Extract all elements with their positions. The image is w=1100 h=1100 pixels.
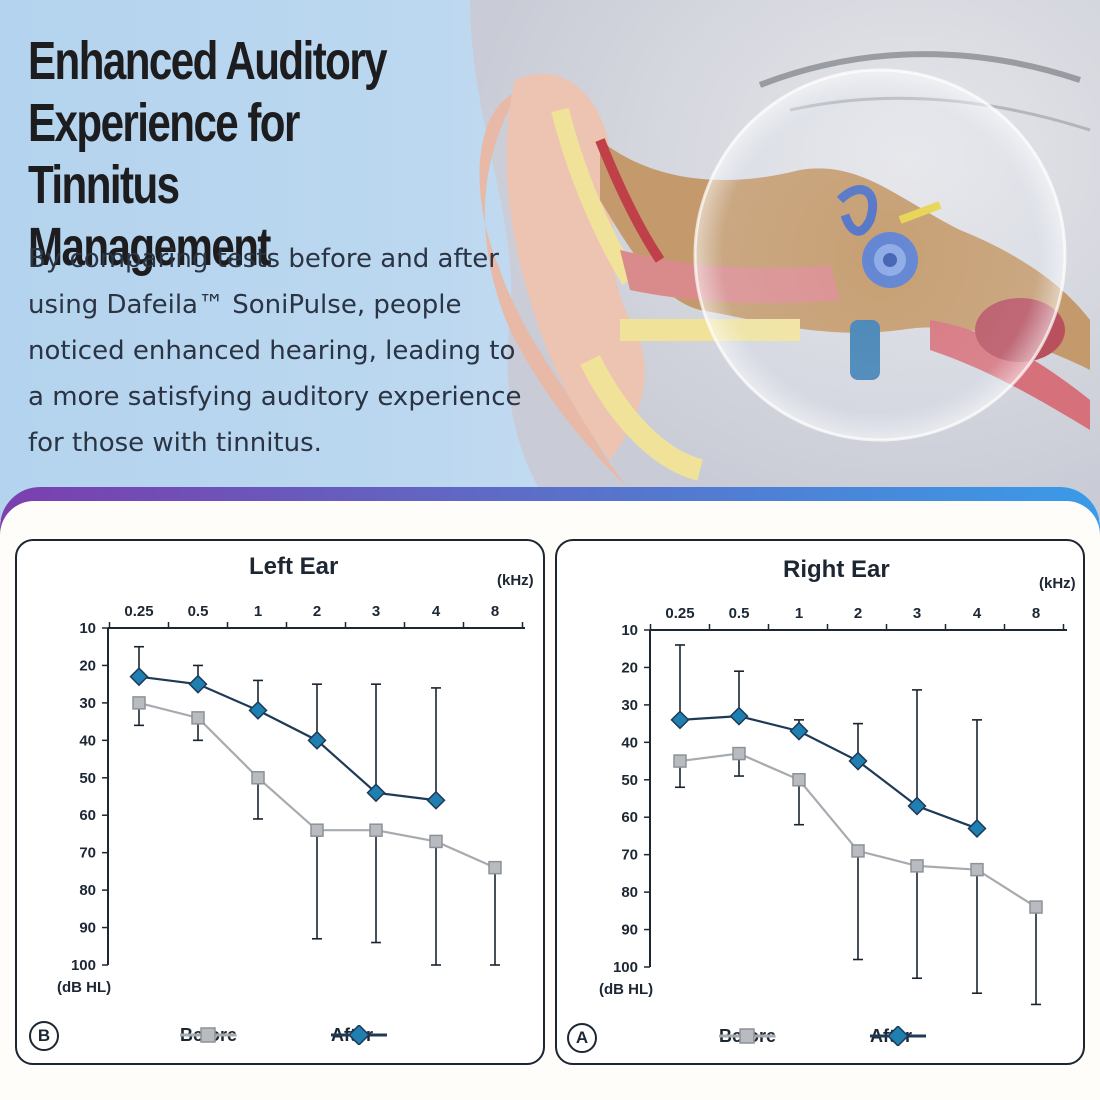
- x-tick-label: 3: [372, 603, 380, 620]
- right-ear-plot: 0.25 0.5 1 2 3 4 8 10 20 30 40 50 60 70 80 90 100: [613, 605, 1067, 1006]
- legend-after-marker: [331, 1025, 387, 1045]
- x-tick-label: 0.25: [124, 603, 153, 620]
- y-tick-label: 80: [79, 882, 96, 899]
- y-tick-label: 20: [79, 657, 96, 674]
- after-point: [729, 706, 749, 726]
- before-point: [429, 834, 443, 849]
- legend-before: Before: [180, 1025, 237, 1046]
- after-point: [129, 667, 149, 687]
- after-point: [967, 818, 987, 839]
- right-ear-y-unit: (dB HL): [599, 981, 654, 998]
- y-tick-label: 100: [613, 959, 638, 976]
- after-point: [366, 783, 386, 803]
- y-tick-label: 50: [79, 770, 96, 787]
- left-ear-chart-frame: [15, 539, 545, 1065]
- before-point: [191, 711, 205, 725]
- after-point: [426, 790, 446, 810]
- y-tick-label: 50: [621, 772, 638, 789]
- before-point: [369, 823, 383, 837]
- after-point: [307, 730, 327, 750]
- hero-headline: Enhanced Auditory Experience for Tinnitu…: [28, 31, 388, 277]
- left-ear-chart: Left Ear (kHz) (dB HL) 0.25 0.5 1 2 3 4 8 10 20 3…: [15, 539, 545, 1065]
- y-tick-label: 10: [79, 620, 96, 637]
- after-point: [188, 674, 208, 694]
- y-tick-label: 40: [621, 734, 638, 751]
- hero-banner: Enhanced Auditory Experience for Tinnitu…: [0, 0, 1100, 520]
- y-tick-label: 60: [621, 809, 638, 826]
- legend-before-marker: [180, 1027, 236, 1043]
- after-point: [789, 721, 809, 741]
- legend-before: Before: [719, 1026, 776, 1047]
- right-ear-chart-title: Right Ear: [783, 556, 890, 583]
- before-point: [488, 860, 502, 875]
- after-point: [907, 796, 927, 816]
- before-point: [1029, 900, 1043, 914]
- x-tick-label: 2: [854, 605, 862, 622]
- x-tick-label: 1: [254, 603, 262, 620]
- before-point: [851, 844, 865, 858]
- y-tick-label: 70: [79, 845, 96, 862]
- y-tick-label: 30: [79, 695, 96, 712]
- left-ear-y-unit: (dB HL): [57, 979, 112, 996]
- y-tick-label: 60: [79, 807, 96, 824]
- x-tick-label: 8: [1032, 605, 1040, 622]
- x-tick-label: 2: [313, 603, 321, 620]
- right-ear-x-unit: (kHz): [1039, 575, 1076, 592]
- y-tick-label: 40: [79, 732, 96, 749]
- y-tick-label: 20: [621, 659, 638, 676]
- left-ear-x-unit: (kHz): [497, 572, 534, 589]
- before-point: [132, 696, 146, 710]
- left-ear-chart-title: Left Ear: [249, 553, 339, 580]
- y-tick-label: 90: [621, 922, 638, 939]
- hero-description: By comparing tests before and after usin…: [28, 244, 522, 458]
- legend-after: After: [870, 1026, 926, 1047]
- right-ear-chart-frame: [555, 539, 1085, 1065]
- before-point: [910, 859, 924, 873]
- ear-anatomy-illustration: [470, 0, 1100, 520]
- y-tick-label: 70: [621, 847, 638, 864]
- after-series-line: [138, 675, 437, 802]
- left-ear-plot: 0.25 0.5 1 2 3 4 8 10 20 30 40 50 60 70 80 90 100: [71, 603, 525, 974]
- before-point: [970, 862, 984, 877]
- x-tick-label: 8: [491, 603, 499, 620]
- x-tick-label: 3: [913, 605, 921, 622]
- x-tick-label: 4: [432, 603, 441, 620]
- x-tick-label: 0.25: [665, 605, 694, 622]
- legend-after-marker: [870, 1026, 926, 1046]
- before-point: [251, 771, 265, 785]
- y-tick-label: 30: [621, 697, 638, 714]
- x-tick-label: 1: [795, 605, 803, 622]
- right-ear-chart: Right Ear (kHz) (dB HL) 0.25 0.5 1 2 3 4 8 10 20…: [555, 539, 1085, 1065]
- y-tick-label: 90: [79, 920, 96, 937]
- after-series-line: [679, 715, 978, 830]
- after-point: [248, 700, 268, 720]
- before-point: [310, 823, 324, 837]
- legend-before-marker: [719, 1028, 775, 1044]
- y-tick-label: 10: [621, 622, 638, 639]
- y-tick-label: 80: [621, 884, 638, 901]
- before-point: [732, 746, 746, 761]
- before-point: [792, 773, 806, 787]
- y-tick-label: 100: [71, 957, 96, 974]
- legend-after: After: [331, 1025, 387, 1046]
- x-tick-label: 0.5: [729, 605, 750, 622]
- after-point: [670, 710, 690, 730]
- x-tick-label: 0.5: [188, 603, 209, 620]
- right-ear-badge: A: [567, 1023, 597, 1053]
- after-point: [848, 751, 868, 771]
- x-tick-label: 4: [973, 605, 982, 622]
- left-ear-badge: B: [29, 1021, 59, 1051]
- before-point: [673, 754, 687, 768]
